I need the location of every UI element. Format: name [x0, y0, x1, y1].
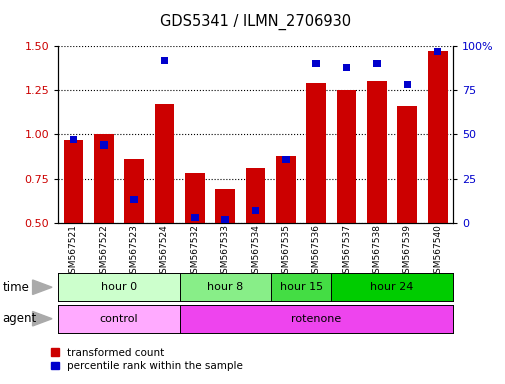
- Bar: [276, 156, 295, 223]
- Bar: [161, 57, 168, 64]
- Text: GDS5341 / ILMN_2706930: GDS5341 / ILMN_2706930: [160, 13, 350, 30]
- Bar: [94, 134, 114, 223]
- Bar: [155, 104, 174, 223]
- Bar: [245, 168, 265, 223]
- Bar: [191, 214, 198, 221]
- Bar: [215, 189, 235, 223]
- Polygon shape: [32, 280, 52, 295]
- Bar: [312, 60, 320, 67]
- Bar: [251, 207, 259, 214]
- Bar: [367, 81, 386, 223]
- Bar: [306, 83, 326, 223]
- Text: hour 0: hour 0: [100, 282, 137, 292]
- Bar: [124, 159, 144, 223]
- Bar: [433, 48, 440, 55]
- Polygon shape: [32, 311, 52, 326]
- Bar: [100, 141, 108, 149]
- Text: rotenone: rotenone: [290, 314, 341, 324]
- Bar: [342, 64, 349, 71]
- Text: hour 15: hour 15: [279, 282, 322, 292]
- Bar: [336, 90, 356, 223]
- Bar: [130, 196, 138, 203]
- Text: hour 24: hour 24: [370, 282, 413, 292]
- Bar: [70, 136, 77, 143]
- Legend: transformed count, percentile rank within the sample: transformed count, percentile rank withi…: [50, 348, 243, 371]
- Text: agent: agent: [3, 312, 37, 325]
- Bar: [397, 106, 417, 223]
- Bar: [427, 51, 447, 223]
- Text: hour 8: hour 8: [207, 282, 243, 292]
- Bar: [373, 60, 380, 67]
- Text: time: time: [3, 281, 29, 294]
- Bar: [185, 173, 204, 223]
- Bar: [221, 216, 229, 223]
- Bar: [282, 156, 289, 163]
- Bar: [64, 140, 83, 223]
- Text: control: control: [99, 314, 138, 324]
- Bar: [403, 81, 411, 88]
